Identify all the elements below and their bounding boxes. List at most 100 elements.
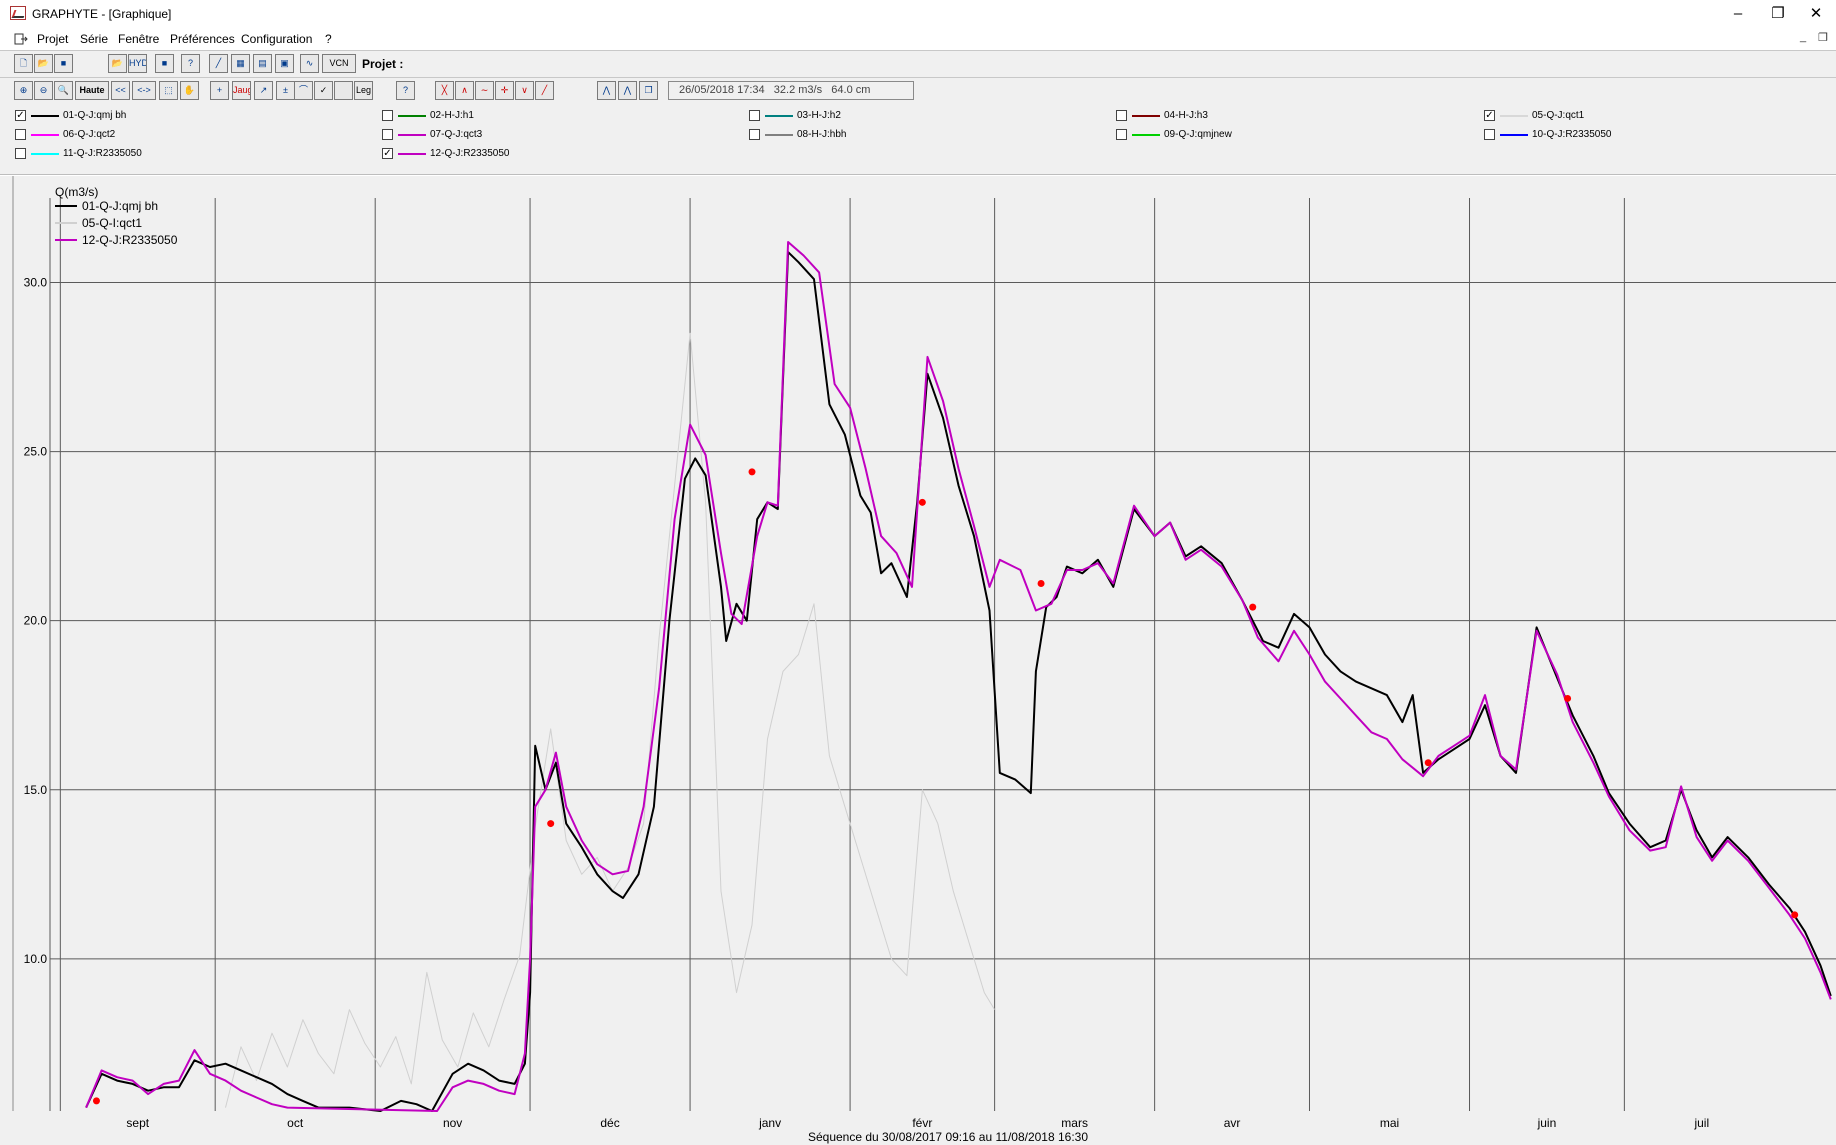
x-tick-label: janv [758,1116,781,1130]
line-tool-5-icon[interactable]: ∨ [515,81,534,100]
series-label: 04-H-J:h3 [1164,110,1208,121]
series-label: 03-H-J:h2 [797,110,841,121]
gauging-point [918,498,926,506]
series-checkbox[interactable]: ✓ [1484,110,1495,121]
series-label: 06-Q-J:qct2 [63,129,116,140]
series-checkbox[interactable] [1116,110,1127,121]
hauteur-button[interactable]: Haute [75,81,109,100]
uncheck-icon[interactable] [334,81,353,100]
x-tick-label: févr [912,1116,932,1130]
line-tool-4-icon[interactable]: ✛ [495,81,514,100]
series-checkbox[interactable] [15,148,26,159]
open-folder-icon[interactable]: 📂 [34,54,53,73]
graph-icon[interactable]: ╱ [209,54,228,73]
series-color-swatch [398,153,426,155]
graph-toolbar: ⊕ ⊖ 🔍 Haute << <-> ⬚ ✋ + Jaug ↗ ± ⌒ ✓ Le… [0,78,1836,106]
select-area-icon[interactable]: ⬚ [159,81,178,100]
zoom-out-icon[interactable]: ⊖ [34,81,53,100]
series-checkbox[interactable] [749,110,760,121]
series-color-swatch [31,153,59,155]
calc-icon[interactable]: ▣ [275,54,294,73]
hydrograph-chart[interactable]: 30.0 25.0 20.0 15.0 10.0 sept oct nov déc janv fé… [0,176,1836,1145]
window-title: GRAPHYTE - [Graphique] [32,7,172,21]
save-disk-icon[interactable]: ■ [155,54,174,73]
x-tick-label: avr [1224,1116,1241,1130]
help-icon[interactable]: ? [396,81,415,100]
menu-projet[interactable]: Projet [37,32,69,46]
zoom-in-icon[interactable]: ⊕ [14,81,33,100]
document-icon[interactable] [14,33,28,45]
y-tick-label: 25.0 [24,445,48,459]
series-checkbox[interactable] [1484,129,1495,140]
series-checkbox[interactable] [382,110,393,121]
crosshair-icon[interactable]: + [210,81,229,100]
x-tick-label: déc [600,1116,619,1130]
mdi-restore-button[interactable]: ❐ [1818,32,1828,44]
close-button[interactable]: ✕ [1809,5,1823,22]
series-checkbox[interactable] [749,129,760,140]
series-label: 09-Q-J:qmjnew [1164,129,1232,140]
zoom-icon[interactable]: 🔍 [54,81,73,100]
line-tool-6-icon[interactable]: ╱ [535,81,554,100]
series-checkbox[interactable]: ✓ [382,148,393,159]
adjust-icon[interactable]: ± [276,81,295,100]
project-label: Projet : [362,57,404,71]
y-tick-label: 20.0 [24,614,48,628]
gauging-point [1564,694,1572,702]
hand-icon[interactable]: ✋ [180,81,199,100]
legend-entry: 01-Q-J:qmj bh [82,199,158,213]
x-tick-label: nov [443,1116,462,1130]
series-color-swatch [398,134,426,136]
series-checkbox[interactable] [1116,129,1127,140]
series-checkbox[interactable]: ✓ [15,110,26,121]
x-tick-label: mai [1380,1116,1399,1130]
hydrograph-1-icon[interactable]: ⋀ [597,81,616,100]
legend-icon[interactable]: Leg [354,81,373,100]
hydrograph-2-icon[interactable]: ⋀ [618,81,637,100]
series-line [85,251,1832,1112]
minimize-button[interactable]: – [1733,5,1743,22]
vcn-button[interactable]: VCN [322,54,356,73]
trend-icon[interactable]: ⌒ [294,81,313,100]
menu-fenetre[interactable]: Fenêtre [118,32,160,46]
cursor-status-readout: 26/05/2018 17:34 32.2 m3/s 64.0 cm [668,81,914,100]
new-file-icon[interactable]: 🗋 [14,54,33,73]
y-tick-label: 30.0 [24,276,48,290]
gauging-point [1424,759,1432,767]
graph-area[interactable]: 30.0 25.0 20.0 15.0 10.0 sept oct nov déc janv fé… [0,176,1836,1145]
help-icon[interactable]: ? [181,54,200,73]
series-label: 05-Q-J:qct1 [1532,110,1585,121]
legend-entry: 05-Q-I:qct1 [82,216,142,230]
legend-entry: 12-Q-J:R2335050 [82,233,178,247]
gauging-point [1037,579,1045,587]
restore-button[interactable]: ❐ [1771,5,1785,22]
grid-icon[interactable]: ▤ [253,54,272,73]
table-icon[interactable]: ▦ [231,54,250,73]
menu-configuration[interactable]: Configuration [241,32,313,46]
mdi-minimize-button[interactable]: _ [1800,31,1807,43]
x-tick-label: mars [1061,1116,1088,1130]
line-tool-2-icon[interactable]: ∧ [455,81,474,100]
title-bar: GRAPHYTE - [Graphique] – ❐ ✕ [0,0,1836,28]
line-tool-3-icon[interactable]: ∼ [475,81,494,100]
menu-serie[interactable]: Série [80,32,109,46]
curve-fit-icon[interactable]: ↗ [254,81,273,100]
open-project-icon[interactable]: 📂 [108,54,127,73]
curve-icon[interactable]: ∿ [300,54,319,73]
check-icon[interactable]: ✓ [314,81,333,100]
x-tick-label: juin [1537,1116,1557,1130]
menu-bar: Projet Série Fenêtre Préférences Configu… [0,28,1836,50]
series-label: 02-H-J:h1 [430,110,474,121]
series-checkbox[interactable] [15,129,26,140]
copy-icon[interactable]: ❐ [639,81,658,100]
series-label: 01-Q-J:qmj bh [63,110,127,121]
menu-help[interactable]: ? [325,32,332,46]
menu-preferences[interactable]: Préférences [170,32,235,46]
line-tool-1-icon[interactable]: ╳ [435,81,454,100]
hydro-icon[interactable]: HYD [128,54,147,73]
jaug-icon[interactable]: Jaug [232,81,251,100]
pan-horizontal-icon[interactable]: <-> [132,81,156,100]
save-icon[interactable]: ■ [54,54,73,73]
scroll-left-icon[interactable]: << [111,81,130,100]
series-checkbox[interactable] [382,129,393,140]
